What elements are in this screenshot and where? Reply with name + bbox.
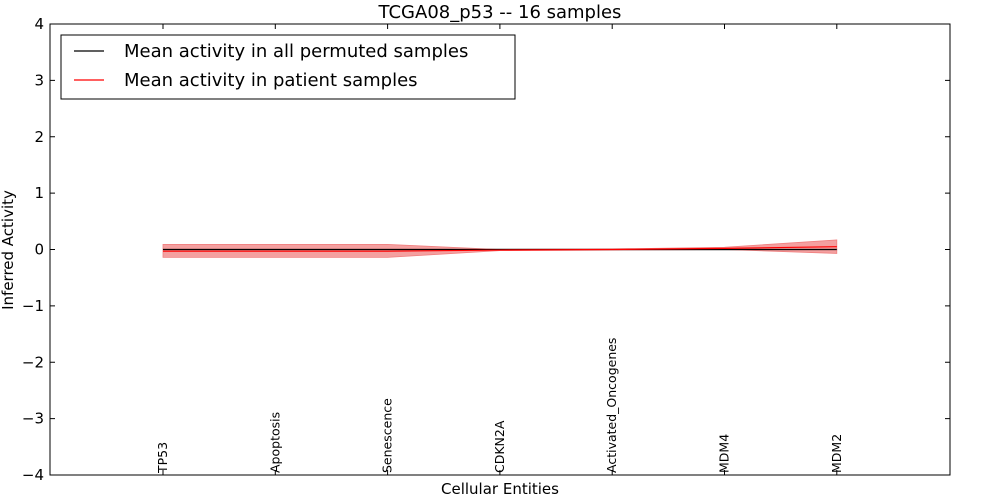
legend: Mean activity in all permuted samples Mea… (60, 34, 516, 100)
y-axis-label: Inferred Activity (0, 190, 17, 310)
legend-label-0: Mean activity in all permuted samples (124, 41, 468, 62)
plot-area-frame (49, 23, 951, 476)
x-tick-label: Senescence (380, 398, 395, 473)
x-tick-label: MDM2 (829, 434, 844, 473)
y-tick-label: −4 (22, 466, 44, 484)
series-line-1 (163, 246, 837, 252)
x-tick-label: Apoptosis (267, 412, 282, 473)
x-axis-label: Cellular Entities (441, 480, 559, 498)
y-tick-label: −3 (22, 410, 44, 428)
legend-label-1: Mean activity in patient samples (124, 70, 418, 91)
series-band-1 (162, 239, 838, 258)
x-tick-label: Activated_Oncogenes (604, 338, 619, 473)
y-tick-label: −2 (22, 353, 44, 371)
x-tick-label: TP53 (155, 442, 170, 474)
x-tick-label: MDM4 (717, 434, 732, 473)
y-tick-label: 2 (34, 128, 44, 146)
chart-title: TCGA08_p53 -- 16 samples (378, 2, 622, 23)
y-tick-label: 4 (34, 15, 44, 33)
legend-box (60, 34, 516, 100)
y-tick-label: 0 (34, 241, 44, 259)
y-tick-label: 1 (34, 184, 44, 202)
y-tick-label: −1 (22, 297, 44, 315)
y-tick-label: 3 (34, 71, 44, 89)
x-tick-label: CDKN2A (492, 420, 507, 473)
